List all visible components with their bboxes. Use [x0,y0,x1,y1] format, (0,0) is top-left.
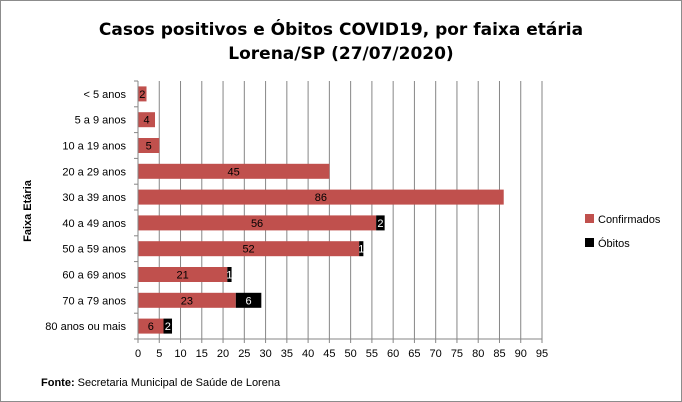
legend: Confirmados Óbitos [585,214,661,250]
x-tick-label: 0 [135,348,141,360]
category-label: < 5 anos [83,89,126,101]
data-label-confirmados: 6 [148,321,154,333]
chart-title-line1: Casos positivos e Óbitos COVID19, por fa… [99,18,583,40]
x-tick-label: 75 [451,348,463,360]
data-label-obitos: 6 [246,295,252,307]
x-tick-label: 70 [430,348,442,360]
data-label-obitos: 2 [165,321,171,333]
x-tick-label: 20 [217,348,229,360]
source-label: Fonte: [41,377,75,389]
x-tick-label: 95 [536,348,548,360]
x-tick-label: 80 [472,348,484,360]
x-tick-label: 90 [515,348,527,360]
bar-obitos [163,318,173,334]
data-label-confirmados: 56 [251,218,263,230]
data-label-obitos: 2 [377,218,383,230]
bar-confirmados [138,138,160,153]
y-axis-label: Faixa Etária [22,179,34,242]
x-tick-label: 30 [259,348,271,360]
x-tick-label: 65 [408,348,420,360]
legend-label: Óbitos [598,237,630,250]
data-label-confirmados: 4 [143,115,149,127]
data-label-confirmados: 86 [315,192,327,204]
source-note: Fonte: Secretaria Municipal de Saúde de … [41,377,280,389]
bar-confirmados [138,215,377,231]
data-label-confirmados: 2 [139,89,145,101]
x-tick-label: 10 [174,348,186,360]
category-label: 80 anos ou mais [45,321,126,333]
bar-confirmados [138,318,164,334]
bar-obitos [359,241,364,257]
bar-confirmados [138,292,236,308]
data-label-obitos: 1 [358,244,364,256]
x-tick-label: 55 [366,348,378,360]
category-label: 60 a 69 anos [62,270,126,282]
chart-title-line2: Lorena/SP (27/07/2020) [228,44,453,64]
category-label: 20 a 29 anos [62,166,126,178]
x-tick-label: 45 [323,348,335,360]
x-tick-label: 5 [156,348,162,360]
data-label-confirmados: 5 [146,141,152,153]
source-text: Secretaria Municipal de Saúde de Lorena [74,377,281,389]
axes: 0 5 10 15 20 25 30 35 40 45 50 55 60 65 70 75 80 85 90 95< … [45,80,548,360]
data-label-confirmados: 21 [177,270,189,282]
bar-confirmados [138,163,330,179]
bar-confirmados [138,189,504,205]
category-label: 70 a 79 anos [62,295,126,307]
legend-label: Confirmados [598,214,661,226]
bar-obitos [235,292,262,308]
gridlines [158,81,543,339]
x-tick-label: 85 [493,348,505,360]
data-label-confirmados: 52 [242,244,254,256]
category-label: 10 a 19 anos [62,141,126,153]
category-label: 40 a 49 anos [62,218,126,230]
legend-swatch [585,238,594,247]
x-tick-label: 25 [238,348,250,360]
category-label: 5 a 9 anos [75,115,127,127]
data-label-confirmados: 45 [228,166,240,178]
data-label-obitos: 1 [226,270,232,282]
x-tick-label: 60 [387,348,399,360]
bar-obitos [227,267,232,282]
category-label: 50 a 59 anos [62,244,126,256]
x-tick-label: 35 [281,348,293,360]
bar-confirmados [138,112,156,128]
data-label-confirmados: 23 [181,295,193,307]
x-tick-label: 40 [302,348,314,360]
x-tick-label: 15 [196,348,208,360]
bar-confirmados [138,241,360,257]
x-tick-label: 50 [345,348,357,360]
bar-confirmados [138,86,147,102]
bar-confirmados [138,267,228,282]
bar-obitos [376,215,385,231]
legend-swatch [585,214,594,223]
category-label: 30 a 39 anos [62,192,126,204]
